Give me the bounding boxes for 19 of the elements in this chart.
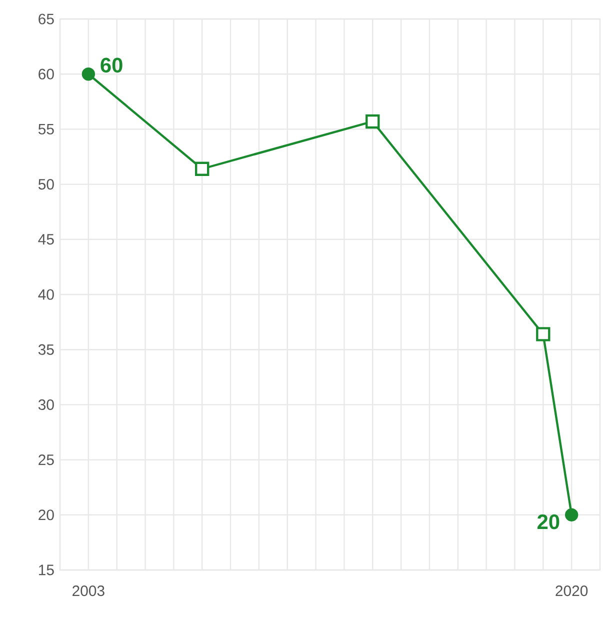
y-tick-label: 35: [38, 344, 54, 355]
y-tick-label: 60: [38, 68, 54, 80]
y-tick-label: 50: [38, 179, 54, 190]
point: [536, 327, 550, 342]
y-tick-label: 25: [38, 454, 54, 466]
y-tick-label: 45: [38, 234, 54, 245]
y-tick-label: 20: [38, 510, 54, 520]
point: [82, 68, 95, 81]
y-tick-label: 15: [38, 564, 54, 576]
x-tick-label: 2020: [556, 586, 588, 596]
y-tick-label: 65: [38, 14, 54, 24]
y-tick-label: 40: [38, 289, 54, 300]
point: [194, 162, 210, 176]
x-tick-label: 2003: [72, 586, 104, 596]
data-label: 20: [537, 514, 560, 530]
y-tick-label: 55: [38, 124, 54, 134]
point: [365, 114, 380, 129]
data-label: 60: [100, 58, 122, 73]
y-tick-label: 30: [38, 399, 54, 410]
